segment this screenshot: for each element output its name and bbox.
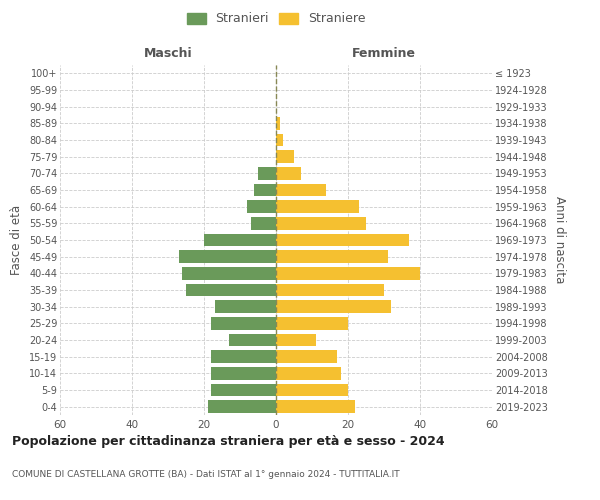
Bar: [276, 284, 384, 296]
Bar: [276, 367, 341, 380]
Bar: [211, 367, 276, 380]
Bar: [251, 217, 276, 230]
Bar: [276, 117, 280, 130]
Bar: [276, 234, 409, 246]
Bar: [276, 217, 366, 230]
Bar: [276, 134, 283, 146]
Bar: [211, 317, 276, 330]
Legend: Stranieri, Straniere: Stranieri, Straniere: [183, 8, 369, 29]
Y-axis label: Anni di nascita: Anni di nascita: [553, 196, 566, 284]
Text: Popolazione per cittadinanza straniera per età e sesso - 2024: Popolazione per cittadinanza straniera p…: [12, 435, 445, 448]
Bar: [186, 284, 276, 296]
Text: Femmine: Femmine: [352, 47, 416, 60]
Bar: [182, 267, 276, 280]
Text: COMUNE DI CASTELLANA GROTTE (BA) - Dati ISTAT al 1° gennaio 2024 - TUTTITALIA.IT: COMUNE DI CASTELLANA GROTTE (BA) - Dati …: [12, 470, 400, 479]
Bar: [229, 334, 276, 346]
Text: Maschi: Maschi: [143, 47, 193, 60]
Bar: [276, 250, 388, 263]
Bar: [179, 250, 276, 263]
Bar: [208, 400, 276, 413]
Bar: [215, 300, 276, 313]
Bar: [211, 350, 276, 363]
Bar: [254, 184, 276, 196]
Bar: [276, 150, 294, 163]
Bar: [276, 317, 348, 330]
Bar: [276, 267, 420, 280]
Bar: [276, 200, 359, 213]
Bar: [204, 234, 276, 246]
Bar: [276, 334, 316, 346]
Bar: [247, 200, 276, 213]
Bar: [276, 184, 326, 196]
Bar: [276, 400, 355, 413]
Bar: [276, 300, 391, 313]
Bar: [258, 167, 276, 179]
Y-axis label: Fasce di età: Fasce di età: [10, 205, 23, 275]
Bar: [211, 384, 276, 396]
Bar: [276, 350, 337, 363]
Bar: [276, 384, 348, 396]
Bar: [276, 167, 301, 179]
